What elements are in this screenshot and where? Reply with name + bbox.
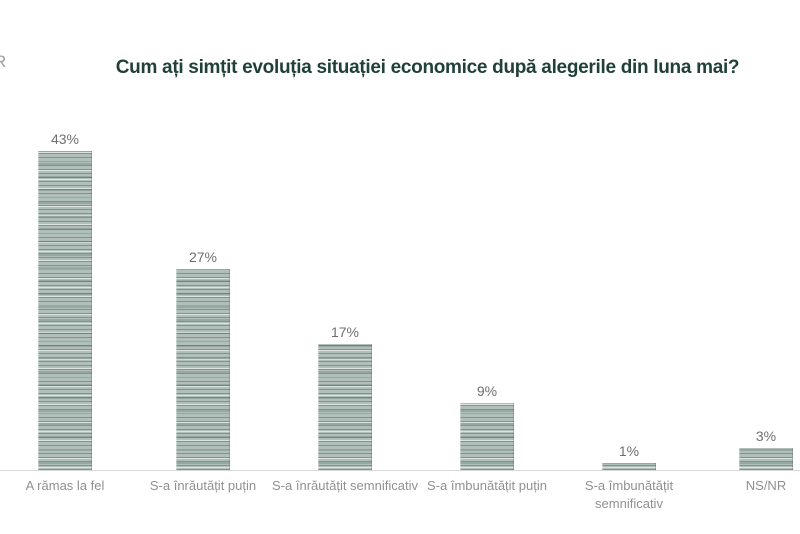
- bar-value-label: 3%: [755, 428, 777, 444]
- bar: [460, 403, 514, 470]
- category-label: S-a îmbunătățit puțin: [427, 478, 547, 493]
- category-label: S-a înrăutățit semnificativ: [272, 478, 418, 493]
- category-label: S-a îmbunătățit semnificativ: [584, 478, 674, 511]
- bar: [176, 269, 230, 470]
- logo-fragment: R: [0, 52, 7, 71]
- chart-title: Cum ați simțit evoluția situației econom…: [115, 57, 740, 78]
- x-axis-line: [0, 470, 800, 471]
- bar-value-label: 17%: [330, 324, 360, 340]
- bar-value-label: 43%: [50, 131, 80, 147]
- bar: [38, 151, 92, 470]
- category-label: NS/NR: [745, 478, 787, 493]
- bar: [602, 463, 656, 470]
- bar-value-label: 27%: [188, 249, 218, 265]
- bar: [739, 448, 793, 470]
- category-label: S-a înrăutățit puțin: [149, 478, 257, 493]
- bar: [318, 344, 372, 470]
- bar-value-label: 9%: [476, 383, 498, 399]
- category-label: A rămas la fel: [25, 478, 105, 493]
- bar-value-label: 1%: [618, 443, 640, 459]
